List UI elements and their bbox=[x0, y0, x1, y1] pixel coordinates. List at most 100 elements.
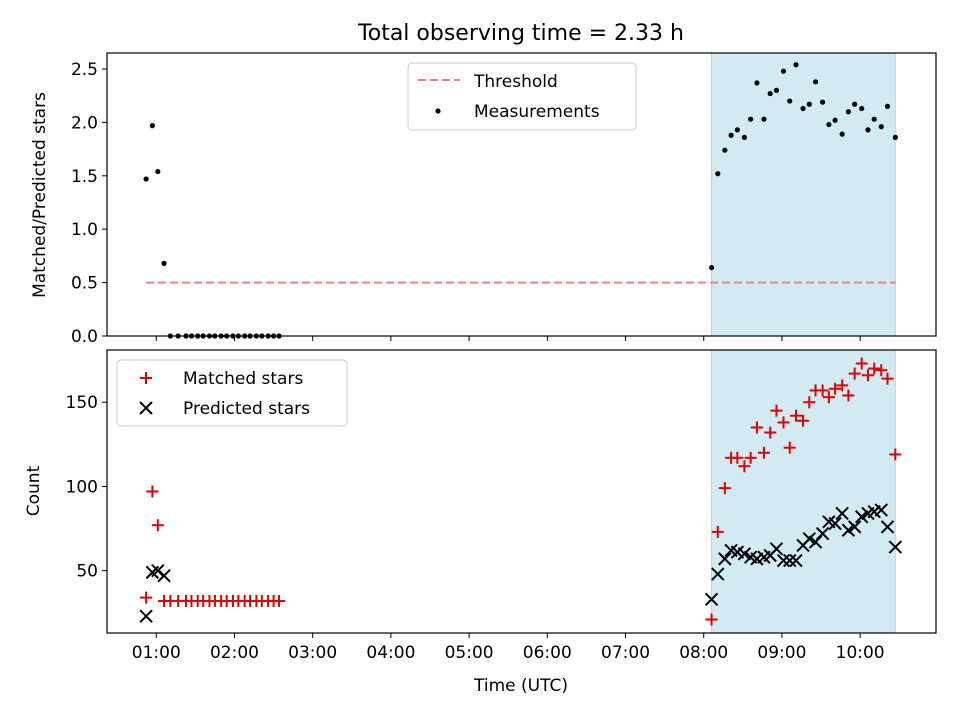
matched-point bbox=[146, 485, 159, 498]
x-tick-label: 03:00 bbox=[288, 643, 337, 663]
predicted-point bbox=[815, 526, 830, 541]
measurement-point bbox=[878, 124, 884, 130]
predicted-point bbox=[789, 553, 803, 568]
count-y-tick-label: 100 bbox=[66, 477, 98, 497]
measurement-point bbox=[773, 87, 780, 93]
matched-point bbox=[889, 448, 902, 461]
measurement-point bbox=[806, 101, 812, 107]
measurement-point bbox=[812, 79, 819, 85]
count-y-tick-label: 150 bbox=[66, 393, 98, 413]
legend-measurements-label: Measurements bbox=[474, 102, 600, 122]
ratio-y-tick-label: 2.5 bbox=[71, 60, 98, 80]
measurement-point bbox=[884, 103, 891, 109]
measurement-point bbox=[754, 80, 760, 86]
predicted-point bbox=[139, 609, 153, 623]
ratio-y-tick-label: 2.0 bbox=[71, 113, 98, 133]
ratio-y-tick-label: 1.0 bbox=[71, 220, 98, 240]
measurement-point bbox=[845, 109, 852, 115]
predicted-point bbox=[802, 531, 817, 546]
predicted-point-b bbox=[783, 553, 797, 568]
matched-point bbox=[711, 525, 724, 538]
matched-point bbox=[744, 451, 757, 464]
legend-matched-swatch bbox=[140, 372, 152, 384]
count-legend: Matched stars Predicted stars bbox=[116, 359, 348, 427]
predicted-point-b bbox=[711, 567, 725, 581]
matched-point bbox=[816, 384, 829, 397]
measurement-point bbox=[800, 105, 806, 112]
predicted-point-b bbox=[888, 540, 903, 554]
measurement-point bbox=[826, 121, 832, 128]
matched-point bbox=[822, 391, 835, 404]
matched-point bbox=[861, 369, 874, 382]
x-tick-label: 09:00 bbox=[757, 643, 806, 663]
matched-point bbox=[738, 460, 751, 473]
x-tick-label: 07:00 bbox=[601, 643, 650, 663]
matched-point bbox=[718, 482, 731, 495]
predicted-point-b bbox=[835, 506, 849, 521]
predicted-point-b bbox=[847, 520, 862, 534]
predicted-point bbox=[737, 547, 752, 561]
predicted-point-b bbox=[769, 542, 784, 556]
legend-matched-label: Matched stars bbox=[183, 369, 303, 389]
ratio-y-tick-label: 0.0 bbox=[71, 327, 98, 347]
predicted-point bbox=[783, 553, 797, 568]
measurement-point bbox=[767, 90, 773, 97]
measurement-point bbox=[161, 260, 167, 266]
measurement-point bbox=[865, 127, 871, 133]
measurement-point bbox=[761, 116, 767, 122]
matched-point bbox=[829, 382, 842, 395]
matched-point bbox=[764, 426, 777, 439]
x-tick-label: 01:00 bbox=[132, 643, 181, 663]
matched-point bbox=[790, 409, 803, 422]
matched-point bbox=[842, 389, 855, 402]
matched-point bbox=[848, 367, 861, 380]
ratio-highlight-span bbox=[711, 53, 896, 336]
x-tick-label: 08:00 bbox=[679, 643, 728, 663]
predicted-point bbox=[157, 569, 171, 583]
count-panel: 50 100 150 01:00 02:00 03:00 04:00 05:00 06:00 07… bbox=[24, 349, 937, 696]
legend-predicted-label: Predicted stars bbox=[183, 399, 310, 419]
measurement-point bbox=[892, 134, 898, 140]
measurement-point bbox=[859, 105, 865, 112]
matched-point bbox=[777, 416, 790, 429]
predicted-point bbox=[880, 520, 895, 534]
predicted-point-b bbox=[828, 516, 842, 531]
predicted-point-b bbox=[737, 547, 752, 561]
x-tick-label: 06:00 bbox=[523, 643, 572, 663]
measurement-point bbox=[780, 68, 787, 74]
predicted-point-b bbox=[815, 526, 830, 541]
predicted-point-b bbox=[874, 503, 888, 517]
count-highlight-span bbox=[711, 350, 896, 633]
matched-point bbox=[783, 441, 796, 454]
measurement-point bbox=[793, 62, 799, 68]
ratio-y-tick-label: 1.5 bbox=[71, 167, 98, 187]
predicted-point-b bbox=[841, 523, 856, 537]
matched-point bbox=[881, 372, 894, 385]
ratio-axes-frame bbox=[106, 52, 937, 337]
measurement-point bbox=[155, 168, 161, 175]
measurement-point bbox=[748, 116, 754, 122]
predicted-point-b bbox=[880, 520, 895, 534]
matched-point bbox=[803, 396, 816, 409]
matched-point bbox=[273, 594, 286, 607]
measurement-point bbox=[871, 116, 877, 122]
predicted-point bbox=[769, 542, 784, 556]
measurement-point bbox=[839, 131, 845, 137]
count-y-axis-label: Count bbox=[24, 465, 44, 516]
predicted-point bbox=[704, 592, 719, 607]
predicted-point bbox=[847, 520, 862, 534]
legend-threshold-label: Threshold bbox=[473, 72, 558, 92]
ratio-legend: Threshold Measurements bbox=[407, 62, 637, 131]
x-tick-label: 04:00 bbox=[366, 643, 415, 663]
predicted-point-b bbox=[822, 515, 836, 529]
x-tick-label: 05:00 bbox=[445, 643, 494, 663]
matched-point bbox=[836, 379, 849, 392]
predicted-point-b bbox=[718, 552, 732, 566]
measurement-point bbox=[741, 134, 747, 140]
predicted-point bbox=[854, 510, 869, 524]
matched-point bbox=[705, 613, 718, 626]
measurement-point bbox=[149, 123, 155, 129]
x-tick-label: 10:00 bbox=[836, 643, 885, 663]
legend-measurements-swatch bbox=[435, 108, 441, 114]
